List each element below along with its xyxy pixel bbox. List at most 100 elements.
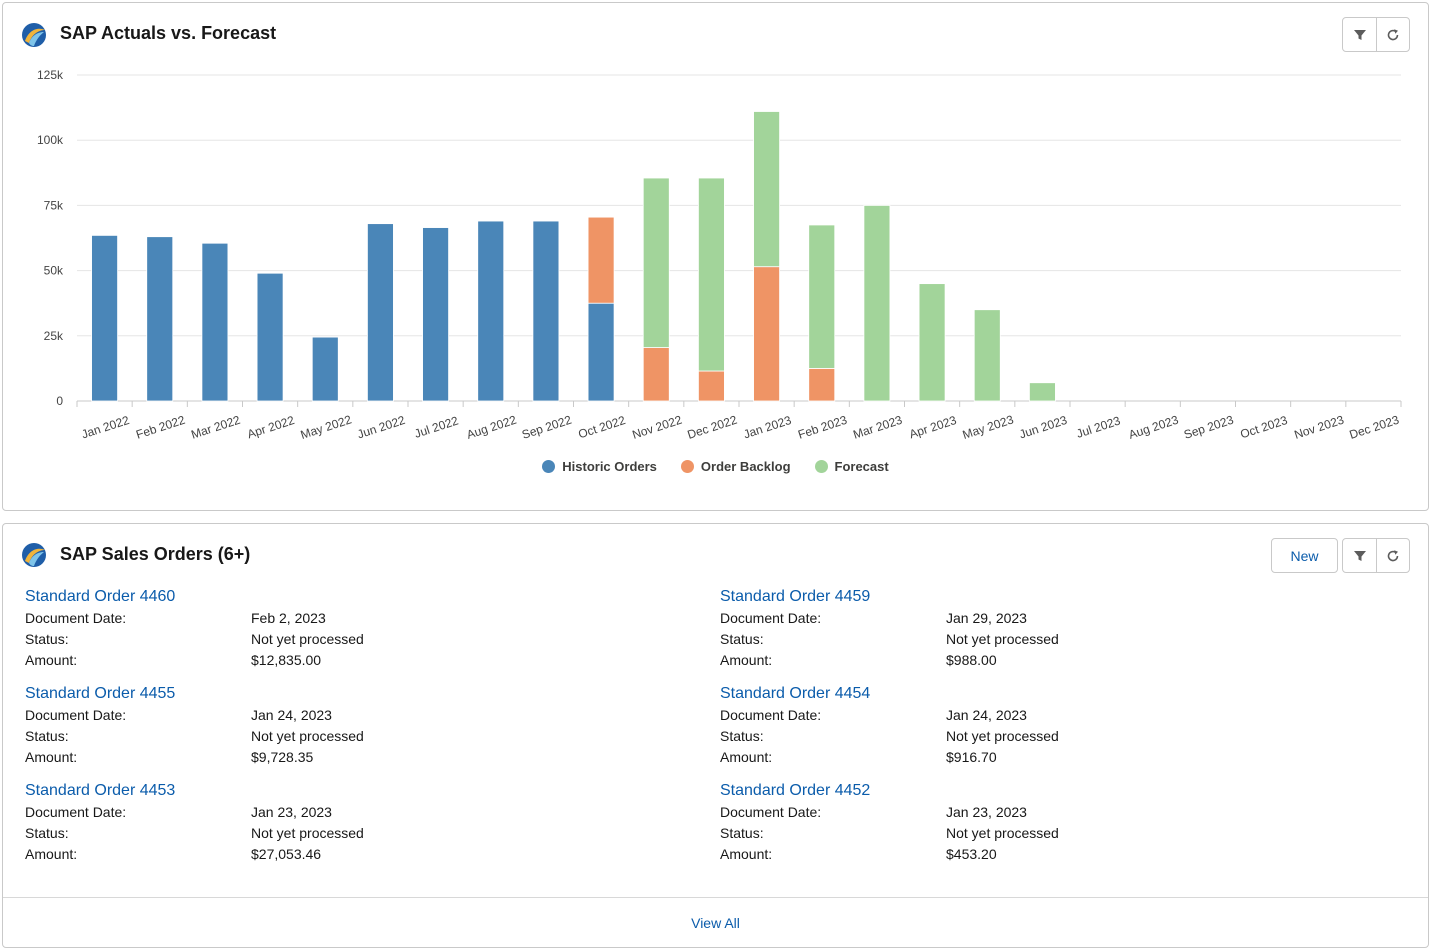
field-label: Document Date: — [25, 707, 127, 723]
document-date-row: Document Date: Feb 2, 2023 — [25, 608, 720, 629]
field-label: Amount: — [720, 652, 773, 668]
order-item: Standard Order 4454 Document Date: Jan 24… — [720, 683, 1415, 768]
document-date-value: Jan 24, 2023 — [946, 707, 1027, 723]
card-title: SAP Actuals vs. Forecast — [60, 23, 277, 43]
amount-row: Amount: $916.70 — [720, 747, 1415, 768]
amount-row: Amount: $453.20 — [720, 844, 1415, 865]
x-tick-label: Dec 2022 — [686, 413, 739, 442]
status-value: Not yet processed — [946, 631, 1059, 647]
status-row: Status: Not yet processed — [720, 823, 1415, 844]
x-tick-label: Jul 2023 — [1075, 413, 1123, 440]
x-tick-label: Jan 2022 — [80, 413, 132, 442]
x-tick-label: Oct 2022 — [577, 413, 628, 441]
order-item: Standard Order 4459 Document Date: Jan 29… — [720, 586, 1415, 671]
order-link[interactable]: Standard Order 4460 — [25, 588, 176, 605]
status-row: Status: Not yet processed — [25, 726, 720, 747]
status-value: Not yet processed — [946, 728, 1059, 744]
y-tick-label: 125k — [37, 68, 64, 82]
sap-logo-icon — [20, 541, 48, 569]
amount-value: $916.70 — [946, 749, 997, 765]
order-link[interactable]: Standard Order 4453 — [25, 782, 176, 799]
new-button[interactable]: New — [1271, 538, 1338, 573]
field-label: Status: — [25, 631, 69, 647]
orders-actions — [1342, 538, 1410, 573]
card-footer: View All — [3, 897, 1428, 947]
bar-segment — [91, 234, 118, 402]
document-date-row: Document Date: Jan 24, 2023 — [720, 705, 1415, 726]
bar-segment — [753, 266, 780, 402]
field-label: Status: — [720, 728, 764, 744]
order-item: Standard Order 4460 Document Date: Feb 2,… — [25, 586, 720, 671]
document-date-row: Document Date: Jan 24, 2023 — [25, 705, 720, 726]
sales-orders-card: SAP Sales Orders (6+) New Standard Order… — [2, 523, 1429, 948]
x-tick-label: Sep 2022 — [520, 413, 574, 442]
y-tick-label: 25k — [44, 329, 64, 343]
field-label: Amount: — [25, 652, 78, 668]
y-tick-label: 75k — [44, 198, 64, 212]
legend-item-historic[interactable]: Historic Orders — [542, 459, 657, 474]
x-tick-label: Aug 2023 — [1127, 413, 1181, 442]
y-tick-label: 100k — [37, 133, 64, 147]
status-value: Not yet processed — [946, 825, 1059, 841]
actuals-vs-forecast-card: SAP Actuals vs. Forecast 0 25k 50k 75k 100k 1… — [2, 2, 1429, 511]
x-tick-label: Apr 2022 — [246, 413, 297, 441]
bar-segment — [642, 177, 670, 348]
order-link[interactable]: Standard Order 4455 — [25, 685, 176, 702]
field-label: Status: — [720, 631, 764, 647]
bar-segment — [587, 216, 615, 304]
amount-value: $9,728.35 — [251, 749, 314, 765]
refresh-icon — [1387, 28, 1399, 40]
status-value: Not yet processed — [251, 631, 364, 647]
card-title: SAP Sales Orders (6+) — [60, 544, 251, 564]
order-link[interactable]: Standard Order 4452 — [720, 782, 871, 799]
legend-swatch-forecast — [814, 460, 828, 473]
bar-segment — [311, 336, 339, 402]
x-tick-label: Jun 2022 — [356, 413, 408, 442]
document-date-value: Jan 23, 2023 — [946, 804, 1027, 820]
legend-item-backlog[interactable]: Order Backlog — [680, 459, 791, 474]
card-header: SAP Sales Orders (6+) New — [3, 524, 1428, 584]
view-all-link[interactable]: View All — [691, 914, 740, 931]
refresh-button[interactable] — [1376, 18, 1409, 51]
x-tick-label: Dec 2023 — [1348, 413, 1401, 442]
amount-value: $453.20 — [946, 846, 997, 862]
amount-value: $27,053.46 — [251, 846, 322, 862]
refresh-button[interactable] — [1376, 539, 1409, 572]
sap-logo-icon — [20, 21, 48, 49]
document-date-row: Document Date: Jan 29, 2023 — [720, 608, 1415, 629]
amount-value: $12,835.00 — [251, 652, 322, 668]
bar-segment — [808, 367, 836, 402]
bar-segment — [698, 177, 725, 372]
amount-row: Amount: $9,728.35 — [25, 747, 720, 768]
bar-segment — [973, 309, 1001, 402]
x-tick-label: Mar 2022 — [189, 413, 242, 442]
filter-icon — [1353, 29, 1366, 40]
x-tick-label: May 2023 — [961, 412, 1016, 442]
x-tick-label: May 2022 — [299, 412, 354, 442]
status-row: Status: Not yet processed — [25, 823, 720, 844]
amount-row: Amount: $27,053.46 — [25, 844, 720, 865]
order-link[interactable]: Standard Order 4459 — [720, 588, 871, 605]
document-date-value: Feb 2, 2023 — [251, 610, 326, 626]
order-link[interactable]: Standard Order 4454 — [720, 685, 871, 702]
amount-row: Amount: $988.00 — [720, 650, 1415, 671]
bar-segment — [367, 223, 394, 402]
field-label: Amount: — [25, 846, 78, 862]
bar-segment — [587, 302, 615, 402]
legend-label: Historic Orders — [562, 459, 657, 474]
chart-actions — [1342, 17, 1410, 52]
x-tick-label: Nov 2022 — [630, 413, 683, 442]
bar-segment — [201, 242, 229, 402]
chart-legend: Historic Orders Order Backlog Forecast — [3, 459, 1428, 474]
x-tick-label: Feb 2022 — [134, 413, 187, 442]
order-item: Standard Order 4453 Document Date: Jan 23… — [25, 780, 720, 865]
legend-item-forecast[interactable]: Forecast — [814, 459, 889, 474]
status-row: Status: Not yet processed — [25, 629, 720, 650]
bar-segment — [256, 272, 284, 402]
field-label: Document Date: — [720, 804, 822, 820]
y-tick-label: 50k — [44, 264, 64, 278]
bar-segment — [477, 220, 505, 402]
bar-segment — [863, 204, 891, 402]
filter-button[interactable] — [1343, 539, 1376, 572]
filter-button[interactable] — [1343, 18, 1376, 51]
